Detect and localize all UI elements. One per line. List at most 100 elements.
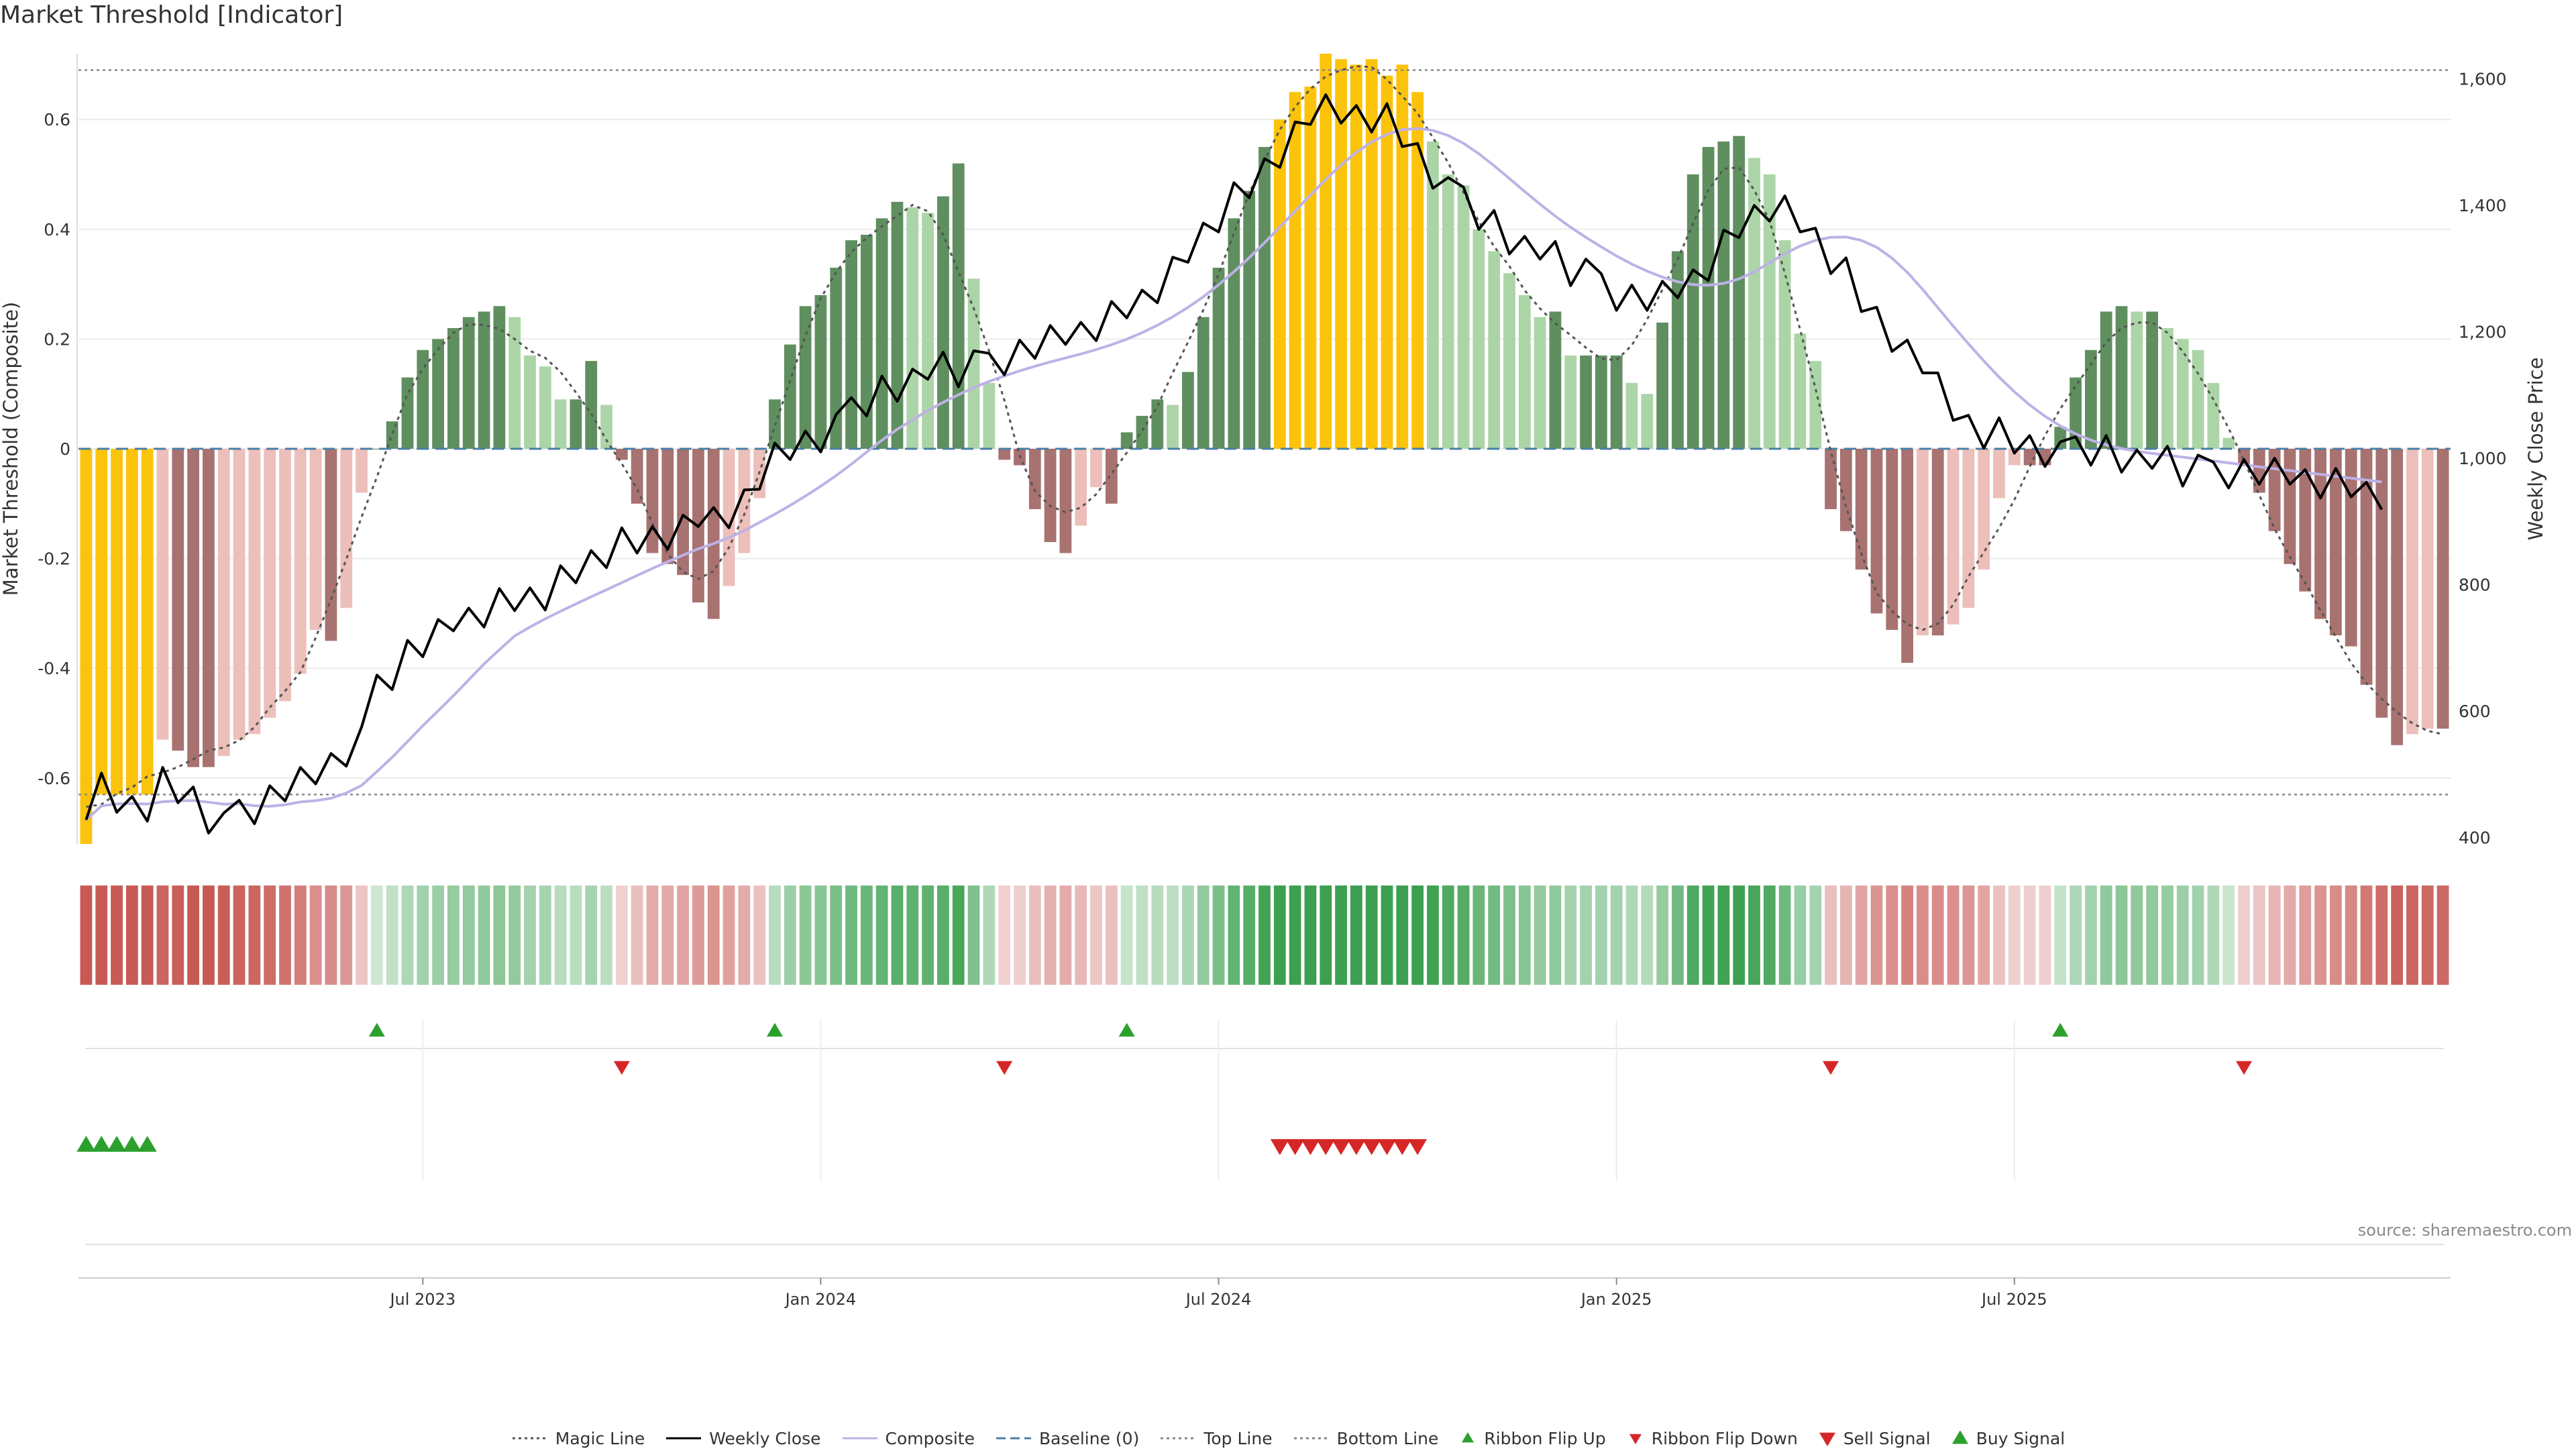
y2-tick-label: 600 xyxy=(2459,702,2491,721)
source-note: source: sharemaestro.com xyxy=(2357,1221,2572,1240)
legend-label: Sell Signal xyxy=(1843,1428,1931,1448)
ribbon-cell xyxy=(1564,885,1577,985)
ribbon-cell xyxy=(340,885,353,985)
ribbon-cell xyxy=(309,885,322,985)
ribbon-cell xyxy=(1825,885,1837,985)
ribbon-cell xyxy=(1167,885,1179,985)
composite-bar xyxy=(1289,92,1301,449)
composite-bar xyxy=(1120,432,1133,449)
ribbon-cell xyxy=(417,885,429,985)
ribbon-cell xyxy=(570,885,582,985)
ribbon-cell xyxy=(799,885,812,985)
ribbon-cell xyxy=(1151,885,1164,985)
y-tick-label: 0.6 xyxy=(44,110,70,129)
ribbon-cell xyxy=(1197,885,1210,985)
composite-bar xyxy=(2192,350,2204,449)
composite-bar xyxy=(1901,449,1914,663)
x-tick-label: Jan 2024 xyxy=(784,1290,857,1309)
x-axis: Jul 2023 Jan 2024 Jul 2024 Jan 2025 Jul 2025 xyxy=(78,1020,2451,1309)
ribbon-cell xyxy=(2238,885,2250,985)
composite-line xyxy=(85,127,2382,821)
ribbon-cell xyxy=(1212,885,1225,985)
composite-bar xyxy=(1564,355,1577,449)
composite-bar xyxy=(309,449,322,630)
composite-bar xyxy=(1472,229,1485,449)
axes: -0.6 -0.4 -0.2 0 0.2 0.4 0.6 400 600 800 1,000 1,20… xyxy=(0,54,2547,848)
ribbon-cell xyxy=(1059,885,1072,985)
composite-bar xyxy=(1350,64,1362,449)
composite-bar xyxy=(2222,437,2235,449)
x-tick-label: Jul 2024 xyxy=(1185,1290,1252,1309)
ribbon-cell xyxy=(784,885,796,985)
composite-bar xyxy=(906,207,919,449)
ribbon-cell xyxy=(707,885,720,985)
ribbon-cell xyxy=(80,885,93,985)
legend-marker-glyph xyxy=(1819,1432,1835,1446)
ribbon-cell xyxy=(2054,885,2067,985)
ribbon-cell xyxy=(2070,885,2082,985)
legend-item: Ribbon Flip Down xyxy=(1626,1429,1798,1448)
ribbon-cell xyxy=(1641,885,1654,985)
ribbon-cell xyxy=(279,885,291,985)
composite-bar xyxy=(1748,158,1760,449)
composite-bar xyxy=(1886,449,1898,630)
ribbon-cell xyxy=(1136,885,1148,985)
legend-swatch xyxy=(1161,1437,1196,1440)
composite-bar xyxy=(1396,64,1409,449)
composite-bar xyxy=(1182,372,1194,449)
ribbon-flip-down-marker xyxy=(613,1061,630,1075)
composite-bar xyxy=(2161,328,2174,449)
composite-bar xyxy=(1197,317,1210,449)
composite-bar xyxy=(1212,268,1225,449)
ribbon-cell xyxy=(125,885,138,985)
ribbon-cell xyxy=(1335,885,1347,985)
composite-bar xyxy=(1717,141,1730,449)
ribbon-cell xyxy=(1625,885,1638,985)
composite-bar xyxy=(2115,306,2128,449)
ribbon-cell xyxy=(1075,885,1087,985)
composite-bar xyxy=(615,449,628,460)
composite-bar xyxy=(294,449,307,674)
composite-bar xyxy=(554,399,567,449)
legend-label: Top Line xyxy=(1203,1428,1273,1448)
sell-signal-marker xyxy=(1408,1139,1428,1155)
composite-bar xyxy=(1656,322,1669,449)
composite-bar xyxy=(1059,449,1072,553)
composite-bar xyxy=(1488,251,1501,449)
composite-bar xyxy=(279,449,291,702)
composite-bar xyxy=(1503,273,1515,449)
sell-signal-marker xyxy=(1332,1139,1351,1155)
ribbon-cell xyxy=(2360,885,2373,985)
ribbon-cell xyxy=(95,885,108,985)
composite-bar xyxy=(1442,174,1454,449)
ribbon-cell xyxy=(141,885,154,985)
composite-bar xyxy=(1427,141,1439,449)
chart-title: Market Threshold [Indicator] xyxy=(0,1,343,29)
composite-bar xyxy=(417,350,429,449)
composite-bar xyxy=(784,344,796,449)
composite-bar xyxy=(631,449,643,504)
ribbon-cell xyxy=(1503,885,1515,985)
composite-bar xyxy=(2284,449,2296,564)
ribbon-cell xyxy=(432,885,445,985)
ribbon-cell xyxy=(830,885,843,985)
ribbon-cell xyxy=(722,885,735,985)
composite-bar xyxy=(738,449,751,553)
ribbon-flip-up-marker xyxy=(368,1022,385,1037)
composite-bar xyxy=(1839,449,1852,531)
composite-bar xyxy=(478,311,490,449)
ribbon-cell xyxy=(524,885,536,985)
legend-swatch xyxy=(1819,1432,1835,1446)
ribbon-cell xyxy=(2115,885,2128,985)
ribbon-flip-down-marker xyxy=(2236,1061,2253,1075)
x-tick-label: Jul 2023 xyxy=(388,1290,455,1309)
composite-bar xyxy=(2375,449,2388,718)
ribbon-cell xyxy=(2268,885,2281,985)
sell-signal-marker xyxy=(1393,1139,1412,1155)
y-tick-label: 0 xyxy=(60,439,70,459)
ribbon-cell xyxy=(2299,885,2312,985)
ribbon-cell xyxy=(1442,885,1454,985)
composite-bar xyxy=(1105,449,1118,504)
composite-bar xyxy=(1978,449,1990,570)
